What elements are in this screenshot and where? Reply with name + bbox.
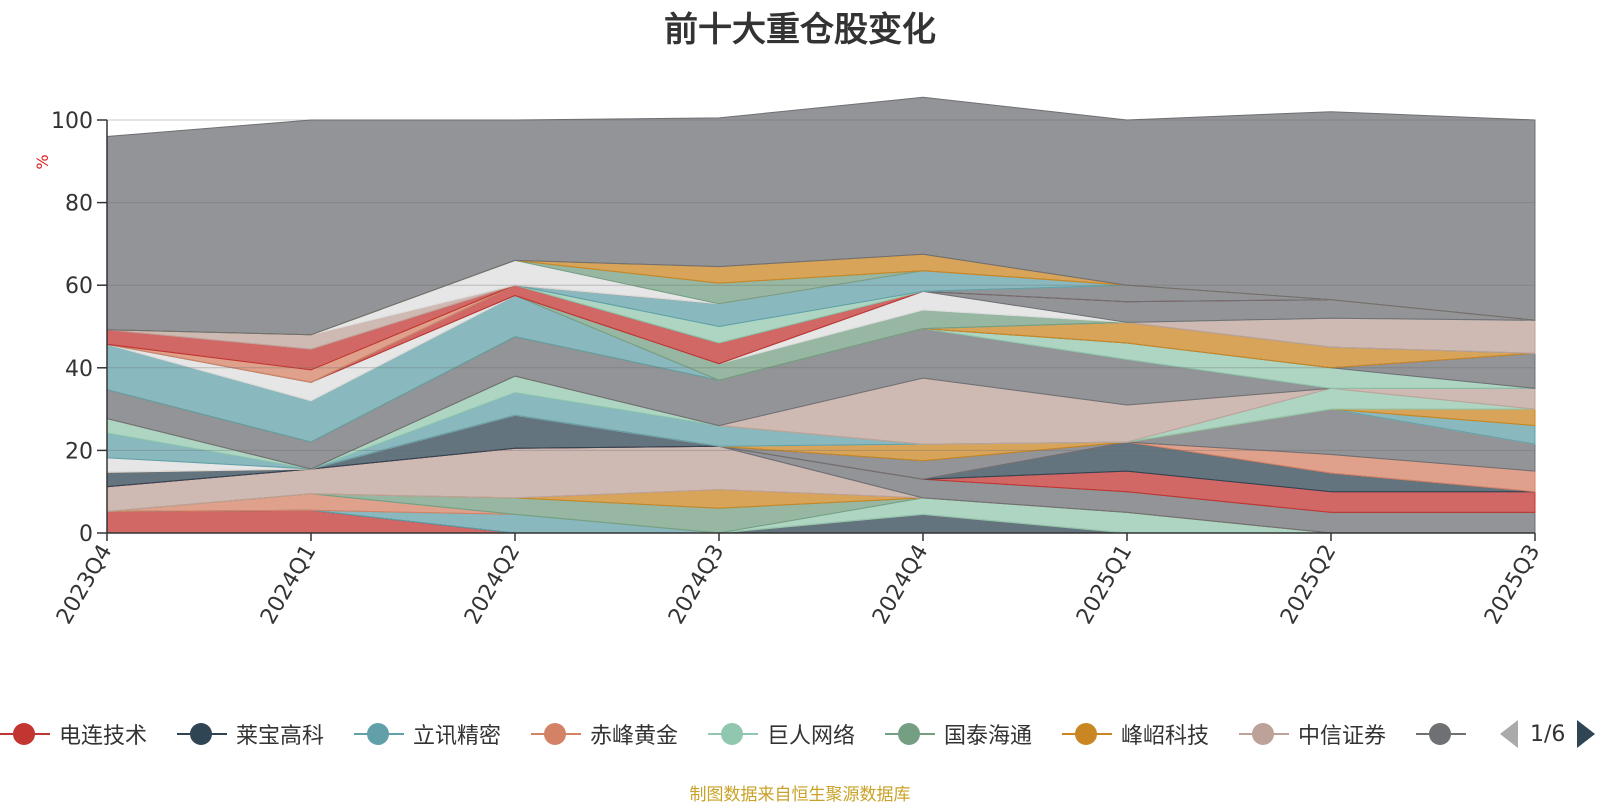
x-tick-label: 2024Q4 bbox=[868, 541, 933, 629]
legend-next-page-icon[interactable] bbox=[1577, 720, 1596, 748]
chart-title: 前十大重仓股变化 bbox=[664, 10, 936, 50]
y-axis-unit-label: % bbox=[33, 154, 52, 169]
data-source-note: 制图数据来自恒生聚源数据库 bbox=[689, 785, 911, 805]
gridlines bbox=[107, 119, 1535, 451]
y-tick-label: 80 bbox=[65, 192, 93, 217]
y-tick-label: 40 bbox=[65, 357, 93, 382]
legend-item[interactable]: 莱 bbox=[1416, 718, 1470, 750]
y-tick-label: 60 bbox=[65, 274, 93, 299]
legend-label: 中信证券 bbox=[1298, 724, 1387, 749]
legend-item[interactable]: 立讯精密 bbox=[354, 718, 501, 750]
legend-item[interactable]: 中信证券 bbox=[1239, 718, 1386, 750]
legend-marker-icon bbox=[0, 722, 50, 746]
legend-marker-icon bbox=[1239, 722, 1289, 746]
y-tick-label: 100 bbox=[51, 109, 93, 134]
legend-marker-icon bbox=[531, 722, 581, 746]
legend-label: 莱宝高科 bbox=[236, 724, 325, 749]
legend-label: 赤峰黄金 bbox=[590, 724, 679, 749]
legend-marker-icon bbox=[885, 722, 935, 746]
legend-item[interactable]: 国泰海通 bbox=[885, 718, 1032, 750]
area-series-group bbox=[106, 96, 1536, 534]
legend-pager: 1/6 bbox=[1500, 718, 1596, 750]
legend-marker-icon bbox=[708, 722, 758, 746]
x-tick-label: 2023Q4 bbox=[52, 541, 117, 629]
legend-label: 国泰海通 bbox=[944, 724, 1033, 749]
legend-label: 巨人网络 bbox=[767, 724, 856, 749]
x-tick-label: 2025Q3 bbox=[1480, 541, 1545, 629]
x-tick-label: 2024Q3 bbox=[664, 541, 729, 629]
legend-marker-icon bbox=[1062, 722, 1112, 746]
legend-prev-page-icon[interactable] bbox=[1500, 720, 1518, 748]
legend-marker-icon bbox=[354, 722, 404, 746]
legend-item[interactable]: 峰岹科技 bbox=[1062, 718, 1209, 750]
legend-label: 立讯精密 bbox=[413, 724, 502, 749]
legend-marker-icon bbox=[177, 722, 227, 746]
legend-page-indicator: 1/6 bbox=[1530, 721, 1566, 747]
y-tick-label: 20 bbox=[65, 439, 93, 464]
area-series-40 bbox=[106, 96, 1536, 336]
legend-label: 峰岹科技 bbox=[1121, 724, 1210, 749]
legend-marker-icon bbox=[1416, 722, 1466, 746]
legend-item[interactable]: 赤峰黄金 bbox=[531, 718, 678, 750]
legend-label: 电连技术 bbox=[59, 724, 148, 749]
y-tick-label: 0 bbox=[79, 522, 93, 547]
x-tick-label: 2024Q2 bbox=[460, 541, 525, 629]
legend-item[interactable]: 莱宝高科 bbox=[177, 718, 324, 750]
x-tick-label: 2025Q2 bbox=[1276, 541, 1341, 629]
legend-item[interactable]: 巨人网络 bbox=[708, 718, 855, 750]
legend: 电连技术 莱宝高科 立讯精密 赤峰黄金 巨人网络 国泰海通 峰岹科技 中信证券 莱 bbox=[0, 718, 1470, 750]
x-tick-label: 2024Q1 bbox=[256, 541, 321, 629]
x-tick-label: 2025Q1 bbox=[1072, 541, 1137, 629]
legend-item[interactable]: 电连技术 bbox=[0, 718, 147, 750]
